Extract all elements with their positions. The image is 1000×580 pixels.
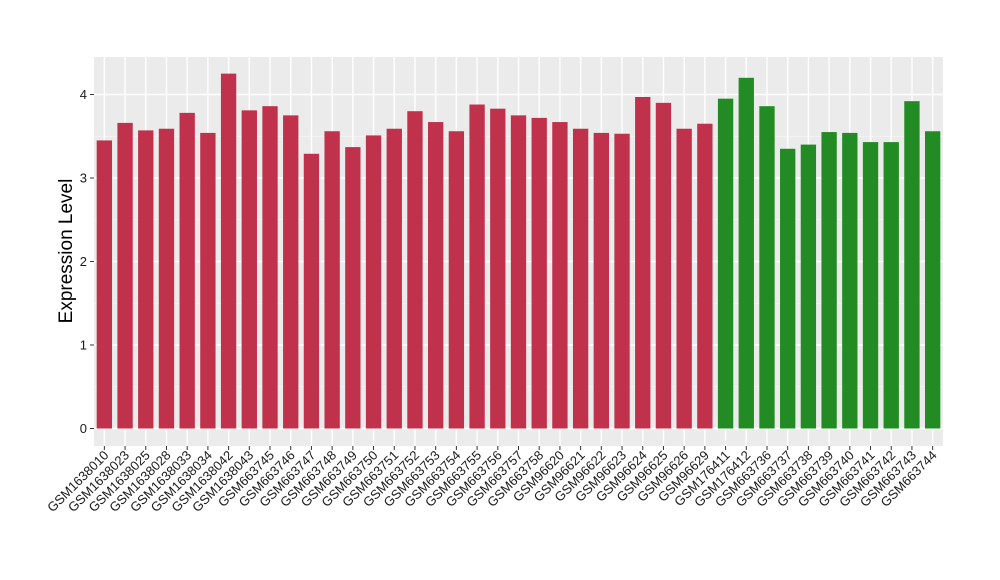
y-tick-label: 3 <box>80 171 87 186</box>
bar <box>345 147 361 429</box>
x-axis: GSM1638010GSM1638023GSM1638025GSM1638028… <box>44 446 940 515</box>
bar <box>138 130 154 429</box>
bar-series <box>96 73 941 429</box>
bar <box>428 122 444 429</box>
y-tick-label: 4 <box>80 87 87 102</box>
bar <box>220 73 237 429</box>
bar <box>800 144 817 429</box>
bar <box>883 142 899 429</box>
y-axis: 0 1 2 3 4 <box>80 87 94 436</box>
bar <box>200 132 216 429</box>
bar <box>697 123 713 429</box>
bar <box>821 132 837 429</box>
bar <box>96 140 113 429</box>
bar <box>924 131 941 429</box>
bar <box>759 106 775 429</box>
bar <box>635 97 651 429</box>
bar <box>262 106 278 429</box>
bar <box>490 108 506 429</box>
bar <box>738 77 754 429</box>
bar <box>510 115 527 429</box>
bar <box>862 142 879 429</box>
bar <box>904 101 920 429</box>
bar <box>842 132 858 429</box>
bar <box>324 131 340 429</box>
bar <box>469 104 485 429</box>
y-axis-title: Expression Level <box>56 179 77 324</box>
bar <box>158 128 175 429</box>
bar <box>283 115 299 429</box>
bar <box>717 98 734 429</box>
bar <box>179 112 195 429</box>
bar <box>593 132 609 429</box>
bar <box>780 148 796 429</box>
bar <box>303 153 320 429</box>
bar <box>386 128 402 429</box>
y-tick-label: 0 <box>80 421 87 436</box>
bar <box>117 122 133 429</box>
bar <box>241 110 257 429</box>
bar <box>448 131 465 429</box>
bar <box>572 128 589 429</box>
bar <box>655 102 672 429</box>
y-tick-label: 1 <box>80 338 87 353</box>
bar <box>365 135 382 429</box>
bar <box>614 133 630 429</box>
bar <box>676 128 692 429</box>
bar <box>552 122 568 429</box>
bar <box>407 111 423 429</box>
y-tick-label: 2 <box>80 254 87 269</box>
bar <box>531 117 547 429</box>
